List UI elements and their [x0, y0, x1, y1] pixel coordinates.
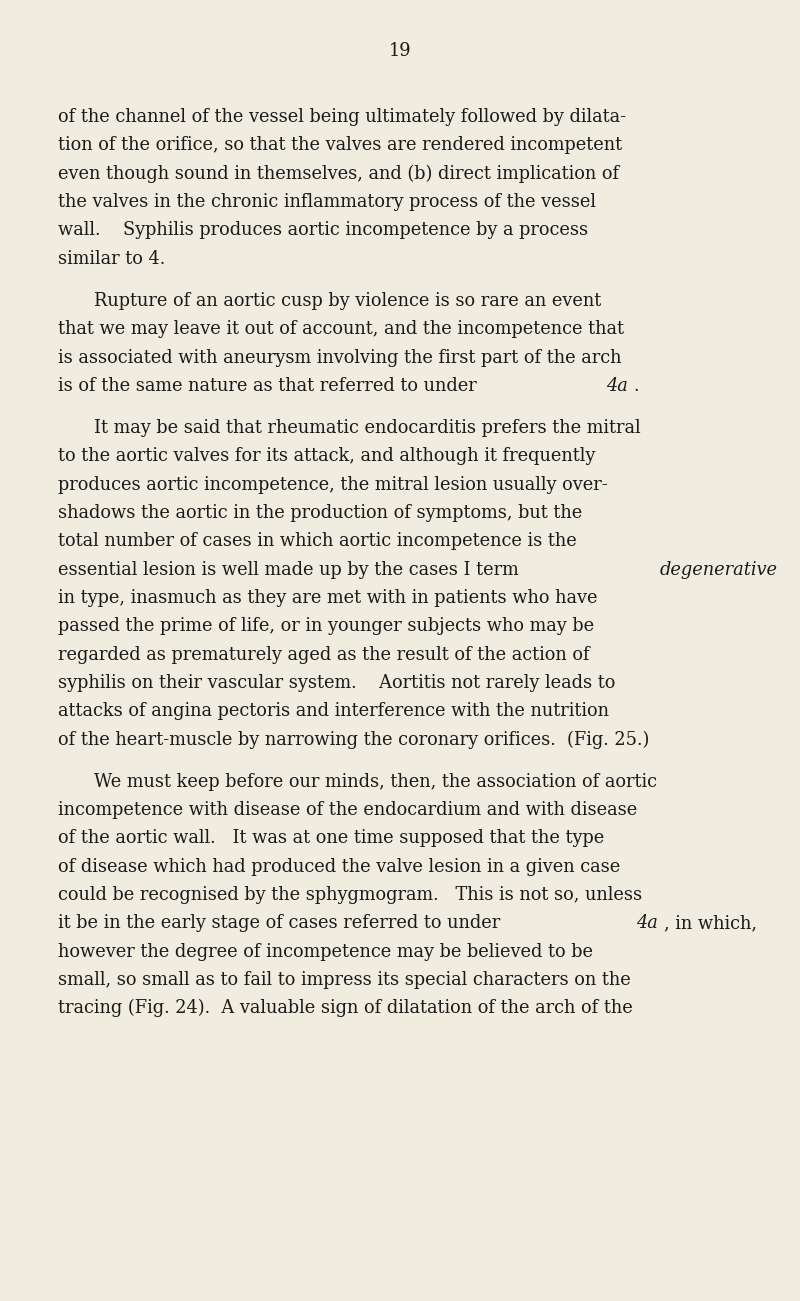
Text: the valves in the chronic inflammatory process of the vessel: the valves in the chronic inflammatory p…	[58, 193, 596, 211]
Text: shadows the aortic in the production of symptoms, but the: shadows the aortic in the production of …	[58, 503, 582, 522]
Text: could be recognised by the sphygmogram.   This is not so, unless: could be recognised by the sphygmogram. …	[58, 886, 642, 904]
Text: Rupture of an aortic cusp by violence is so rare an event: Rupture of an aortic cusp by violence is…	[94, 291, 602, 310]
Text: is associated with aneurysm involving the first part of the arch: is associated with aneurysm involving th…	[58, 349, 622, 367]
Text: 19: 19	[389, 42, 411, 60]
Text: syphilis on their vascular system.    Aortitis not rarely leads to: syphilis on their vascular system. Aorti…	[58, 674, 615, 692]
Text: incompetence with disease of the endocardium and with disease: incompetence with disease of the endocar…	[58, 801, 638, 820]
Text: is of the same nature as that referred to under: is of the same nature as that referred t…	[58, 377, 482, 396]
Text: to the aortic valves for its attack, and although it frequently: to the aortic valves for its attack, and…	[58, 448, 595, 464]
Text: tracing (Fig. 24).  A valuable sign of dilatation of the arch of the: tracing (Fig. 24). A valuable sign of di…	[58, 999, 633, 1017]
Text: attacks of angina pectoris and interference with the nutrition: attacks of angina pectoris and interfere…	[58, 703, 609, 719]
Text: even though sound in themselves, and (b) direct implication of: even though sound in themselves, and (b)…	[58, 165, 619, 183]
Text: 4a: 4a	[606, 377, 627, 396]
Text: similar to 4.: similar to 4.	[58, 250, 166, 268]
Text: tion of the orifice, so that the valves are rendered incompetent: tion of the orifice, so that the valves …	[58, 137, 622, 154]
Text: passed the prime of life, or in younger subjects who may be: passed the prime of life, or in younger …	[58, 617, 594, 635]
Text: wall.    Syphilis produces aortic incompetence by a process: wall. Syphilis produces aortic incompete…	[58, 221, 588, 239]
Text: of the heart-muscle by narrowing the coronary orifices.  (Fig. 25.): of the heart-muscle by narrowing the cor…	[58, 731, 650, 749]
Text: 4a: 4a	[636, 915, 658, 932]
Text: , in which,: , in which,	[664, 915, 757, 932]
Text: it be in the early stage of cases referred to under: it be in the early stage of cases referr…	[58, 915, 506, 932]
Text: of the aortic wall.   It was at one time supposed that the type: of the aortic wall. It was at one time s…	[58, 829, 604, 847]
Text: essential lesion is well made up by the cases I term: essential lesion is well made up by the …	[58, 561, 524, 579]
Text: .: .	[634, 377, 639, 396]
Text: produces aortic incompetence, the mitral lesion usually over-: produces aortic incompetence, the mitral…	[58, 476, 608, 494]
Text: degenerative: degenerative	[660, 561, 778, 579]
Text: small, so small as to fail to impress its special characters on the: small, so small as to fail to impress it…	[58, 971, 630, 989]
Text: It may be said that rheumatic endocarditis prefers the mitral: It may be said that rheumatic endocardit…	[94, 419, 641, 437]
Text: total number of cases in which aortic incompetence is the: total number of cases in which aortic in…	[58, 532, 577, 550]
Text: of disease which had produced the valve lesion in a given case: of disease which had produced the valve …	[58, 857, 620, 876]
Text: of the channel of the vessel being ultimately followed by dilata-: of the channel of the vessel being ultim…	[58, 108, 626, 126]
Text: in type, inasmuch as they are met with in patients who have: in type, inasmuch as they are met with i…	[58, 589, 598, 608]
Text: that we may leave it out of account, and the incompetence that: that we may leave it out of account, and…	[58, 320, 624, 338]
Text: We must keep before our minds, then, the association of aortic: We must keep before our minds, then, the…	[94, 773, 657, 791]
Text: however the degree of incompetence may be believed to be: however the degree of incompetence may b…	[58, 943, 593, 961]
Text: regarded as prematurely aged as the result of the action of: regarded as prematurely aged as the resu…	[58, 647, 590, 664]
